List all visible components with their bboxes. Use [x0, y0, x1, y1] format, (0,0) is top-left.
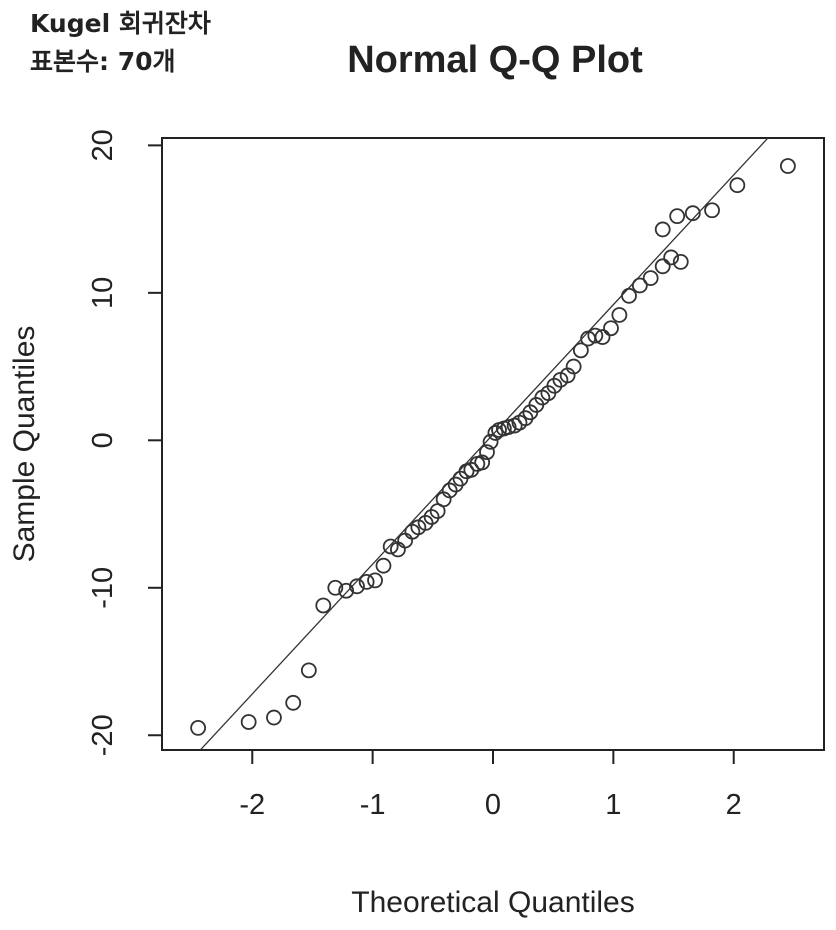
- data-point-47: [587, 327, 604, 344]
- data-point-58: [669, 208, 686, 225]
- y-tick-label: 10: [87, 277, 119, 309]
- data-point-12: [382, 538, 399, 555]
- data-point-51: [621, 287, 637, 304]
- y-axis-label: Sample Quantiles: [8, 326, 41, 563]
- data-point-53: [642, 270, 659, 286]
- data-point-49: [603, 320, 619, 337]
- y-axis: -20 -10 0 10 20: [87, 129, 162, 756]
- plot-area: [190, 138, 796, 750]
- data-point-54: [654, 258, 671, 275]
- x-axis-label: Theoretical Quantiles: [351, 886, 634, 919]
- x-tick-label: 1: [605, 789, 621, 821]
- data-point-33: [500, 419, 517, 435]
- x-tick-label: -1: [360, 789, 386, 821]
- plot-frame: [161, 137, 825, 751]
- data-point-29: [482, 433, 499, 450]
- data-point-6: [327, 579, 344, 596]
- data-point-2: [266, 709, 282, 726]
- data-point-28: [479, 444, 495, 461]
- data-point-8: [349, 578, 365, 595]
- data-point-3: [285, 694, 302, 711]
- data-point-59: [684, 205, 701, 222]
- data-point-56: [672, 253, 689, 270]
- data-point-62: [779, 158, 796, 174]
- annotation-line-2: 표본수: 70개: [30, 47, 176, 76]
- x-tick-label: -2: [239, 789, 265, 821]
- y-tick-label: -10: [87, 567, 119, 609]
- data-point-0: [190, 719, 207, 736]
- data-point-45: [572, 342, 589, 359]
- data-point-60: [704, 202, 720, 219]
- data-point-50: [611, 307, 628, 323]
- data-point-27: [474, 454, 491, 471]
- data-point-61: [729, 177, 746, 194]
- y-tick-label: 20: [87, 129, 119, 161]
- data-point-48: [594, 329, 611, 345]
- x-tick-label: 2: [726, 789, 742, 821]
- data-point-44: [565, 358, 582, 375]
- data-point-10: [367, 572, 383, 589]
- annotation-line-1: Kugel 회귀잔차: [30, 9, 211, 38]
- data-point-30: [487, 425, 504, 441]
- y-tick-label: 0: [87, 432, 119, 448]
- x-tick-label: 0: [485, 789, 501, 821]
- data-point-55: [663, 249, 680, 266]
- data-point-14: [397, 532, 414, 549]
- chart-title: Normal Q-Q Plot: [347, 39, 643, 81]
- data-point-5: [315, 597, 332, 614]
- data-point-57: [654, 221, 671, 238]
- y-tick-label: -20: [87, 714, 119, 756]
- x-axis: -2 -1 0 1 2: [239, 750, 742, 821]
- data-point-1: [240, 714, 257, 730]
- data-point-52: [631, 277, 648, 294]
- data-point-11: [375, 557, 392, 574]
- data-point-9: [358, 573, 375, 590]
- data-point-7: [338, 582, 355, 599]
- data-point-4: [300, 662, 317, 679]
